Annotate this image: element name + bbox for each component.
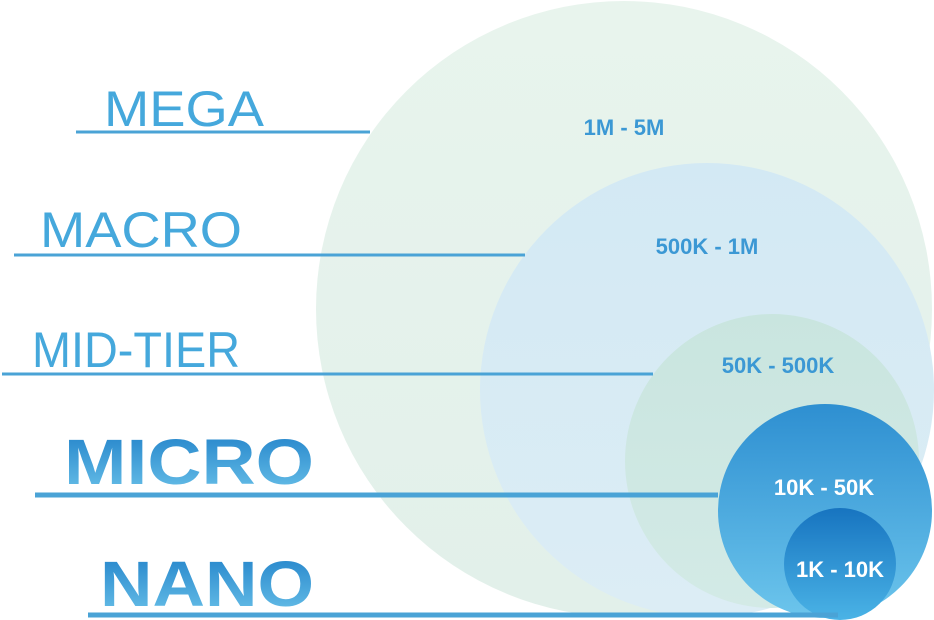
- mega-range: 1M - 5M: [584, 115, 665, 140]
- midtier-label: MID-TIER: [32, 322, 240, 378]
- micro-label: MICRO: [64, 426, 314, 498]
- nano-label: NANO: [100, 548, 314, 620]
- midtier-range: 50K - 500K: [722, 353, 835, 378]
- micro-range: 10K - 50K: [774, 475, 874, 500]
- macro-range: 500K - 1M: [656, 234, 759, 259]
- nano-circle: [784, 508, 896, 620]
- macro-label: MACRO: [40, 202, 242, 258]
- mega-label: MEGA: [104, 81, 265, 137]
- nano-range: 1K - 10K: [796, 557, 884, 582]
